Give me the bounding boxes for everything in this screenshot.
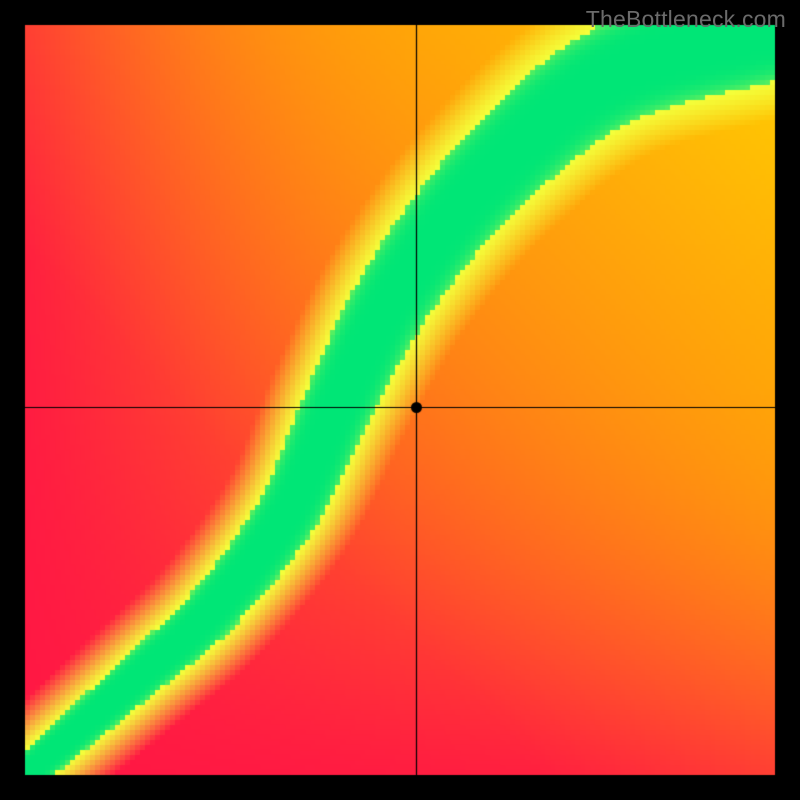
watermark-text: TheBottleneck.com (586, 6, 786, 33)
chart-container: TheBottleneck.com (0, 0, 800, 800)
bottleneck-heatmap-canvas (0, 0, 800, 800)
